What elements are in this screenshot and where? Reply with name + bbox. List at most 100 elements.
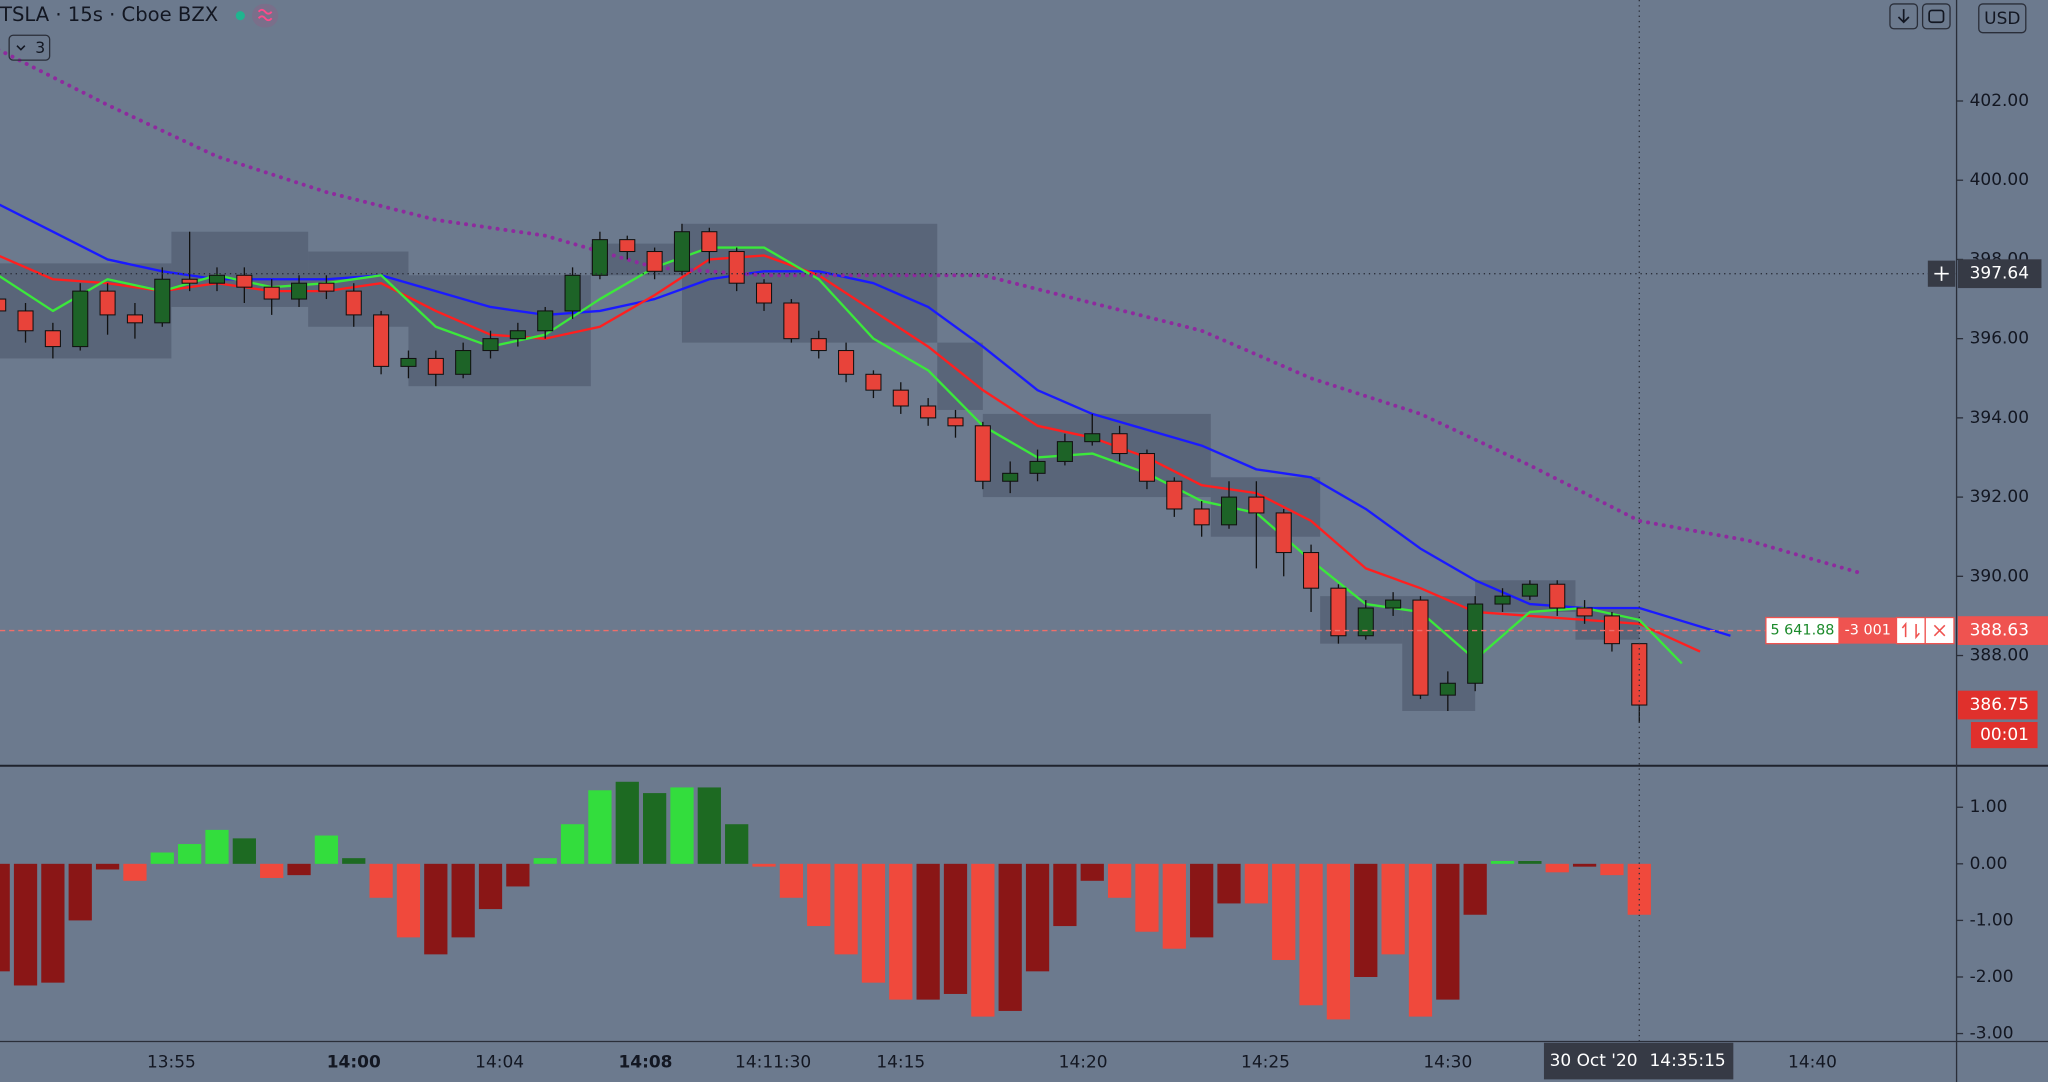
- candle-body: [17, 310, 34, 332]
- momentum-bar: [314, 835, 339, 864]
- momentum-bar: [1053, 863, 1077, 927]
- candle-body: [482, 338, 499, 352]
- candle-body: [72, 290, 89, 348]
- y-tick-label: -1.00: [1970, 910, 2014, 930]
- momentum-bar: [260, 863, 284, 878]
- indicators-toggle[interactable]: 3: [8, 34, 51, 61]
- momentum-bar: [916, 863, 940, 1000]
- momentum-bar: [971, 863, 995, 1017]
- candle-body: [1549, 583, 1566, 609]
- fullscreen-button[interactable]: [1921, 3, 1951, 30]
- momentum-bar: [424, 863, 448, 955]
- momentum-bar: [68, 863, 92, 921]
- momentum-bar: [396, 863, 421, 938]
- candle-body: [755, 282, 773, 304]
- frame-icon: [1928, 9, 1945, 24]
- range-band: [681, 223, 938, 343]
- x-tick-label: 14:25: [1241, 1052, 1290, 1072]
- candle-body: [1056, 441, 1073, 462]
- price-pane: [0, 48, 1861, 723]
- position-price: 388.63: [1970, 621, 2029, 641]
- candle-body: [673, 231, 691, 272]
- candle-body: [1467, 603, 1484, 684]
- momentum-bar: [123, 863, 147, 881]
- button-frame[interactable]: [1978, 3, 2027, 34]
- momentum-bar: [1545, 863, 1569, 873]
- candle-body: [99, 290, 116, 316]
- momentum-bar: [478, 863, 503, 910]
- y-tick-label: 394.00: [1970, 408, 2029, 428]
- x-tick-label: 13:55: [147, 1052, 196, 1072]
- candle-body: [181, 278, 198, 284]
- indicator-line: [0, 48, 1861, 575]
- candle-body: [1220, 496, 1238, 526]
- qty: -3 001: [1845, 623, 1891, 639]
- candle-body: [345, 290, 362, 316]
- y-tick-label: 390.00: [1970, 566, 2029, 586]
- y-tick-label: 402.00: [1970, 91, 2029, 111]
- momentum-bar: [1463, 863, 1487, 915]
- momentum-bar: [1080, 863, 1104, 881]
- momentum-bar: [642, 793, 667, 864]
- candle-body: [838, 350, 855, 375]
- x-tick-label: 14:00: [327, 1052, 381, 1072]
- candle-body: [126, 314, 143, 324]
- hidden-count: 3: [35, 38, 45, 57]
- momentum-bar: [1354, 863, 1378, 977]
- y-tick-label: -3.00: [1970, 1024, 2014, 1044]
- toggle-frame[interactable]: [8, 34, 51, 61]
- momentum-bar: [1107, 863, 1132, 898]
- crosshair-price-box: [1957, 259, 2042, 289]
- momentum-bar: [779, 863, 804, 898]
- candle-body: [1385, 599, 1402, 609]
- candle-body: [0, 298, 7, 312]
- candle-body: [920, 405, 937, 419]
- candle-body: [947, 417, 964, 427]
- candle-body: [564, 274, 581, 312]
- candle-body: [1303, 552, 1320, 589]
- x-tick-label: 14:04: [475, 1052, 524, 1072]
- momentum-bar: [725, 824, 749, 864]
- momentum-bar: [588, 790, 612, 864]
- candle-body: [154, 278, 171, 324]
- y-tick-label: 392.00: [1970, 487, 2029, 507]
- momentum-bar: [205, 829, 229, 864]
- x-tick-label: 14:08: [619, 1052, 673, 1072]
- candle-body: [1166, 480, 1183, 510]
- countdown: 00:01: [1980, 725, 2029, 745]
- momentum-bar: [1572, 863, 1597, 867]
- candle-body: [1357, 607, 1374, 637]
- crosshair-time-box: [1543, 1042, 1734, 1080]
- data-status-badge: [252, 3, 279, 28]
- crosshair-time: 14:35:15: [1650, 1051, 1726, 1071]
- candle-body: [1412, 599, 1429, 696]
- momentum-bar: [1299, 863, 1323, 1006]
- y-tick-label: -2.00: [1970, 967, 2014, 987]
- range-band: [937, 342, 983, 410]
- candle-body: [236, 274, 253, 288]
- reverse-button[interactable]: [1895, 616, 1926, 645]
- candle-body: [1275, 512, 1292, 554]
- momentum-bar: [615, 781, 639, 864]
- button-frame[interactable]: [1921, 3, 1951, 30]
- scroll-button[interactable]: [1889, 3, 1919, 30]
- position-price-box: [1957, 616, 2048, 645]
- candle-body: [400, 357, 417, 367]
- candle-body: [291, 282, 308, 300]
- candle-body: [619, 239, 636, 253]
- currency-button[interactable]: USD: [1978, 3, 2027, 34]
- candle-body: [509, 330, 526, 340]
- candle-body: [427, 357, 444, 375]
- status-dot: [235, 11, 245, 21]
- candle-body: [701, 231, 718, 253]
- data-status-icon: [257, 8, 273, 22]
- button-frame[interactable]: [1889, 3, 1919, 30]
- momentum-bar: [232, 838, 256, 864]
- momentum-bar: [451, 863, 475, 938]
- candle-body: [1193, 508, 1210, 526]
- candle-body: [974, 425, 991, 482]
- candle-body: [44, 330, 61, 348]
